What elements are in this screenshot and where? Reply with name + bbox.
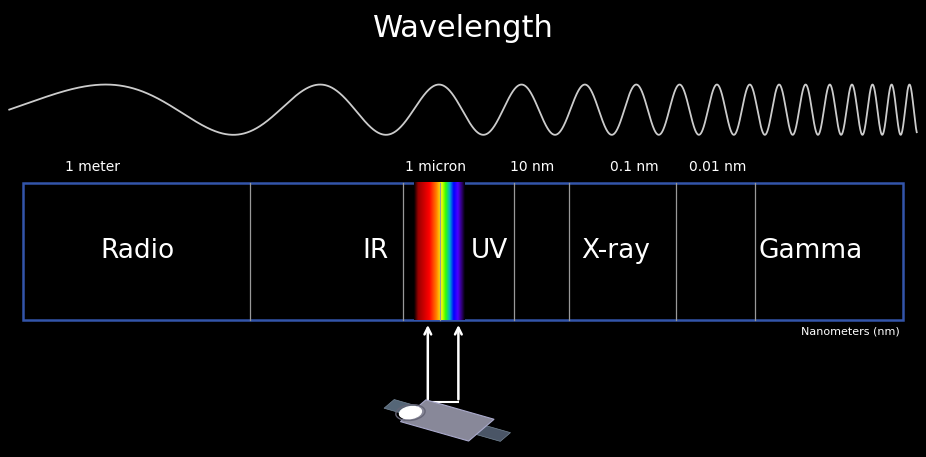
Text: Gamma: Gamma [758,239,862,264]
Text: 10 nm: 10 nm [510,160,555,174]
Text: Nanometers (nm): Nanometers (nm) [801,327,900,337]
Polygon shape [457,420,510,441]
Bar [23,183,903,320]
Text: 0.01 nm: 0.01 nm [689,160,746,174]
Text: IR: IR [362,239,388,264]
Text: 0.1 nm: 0.1 nm [610,160,658,174]
Text: UV: UV [470,239,507,264]
Text: Radio: Radio [100,239,174,264]
Polygon shape [400,400,494,441]
Text: 1 micron: 1 micron [405,160,466,174]
Polygon shape [384,399,438,421]
Text: 1 meter: 1 meter [65,160,120,174]
Text: Wavelength: Wavelength [372,14,554,43]
Text: X-ray: X-ray [582,239,650,264]
Ellipse shape [399,407,421,419]
